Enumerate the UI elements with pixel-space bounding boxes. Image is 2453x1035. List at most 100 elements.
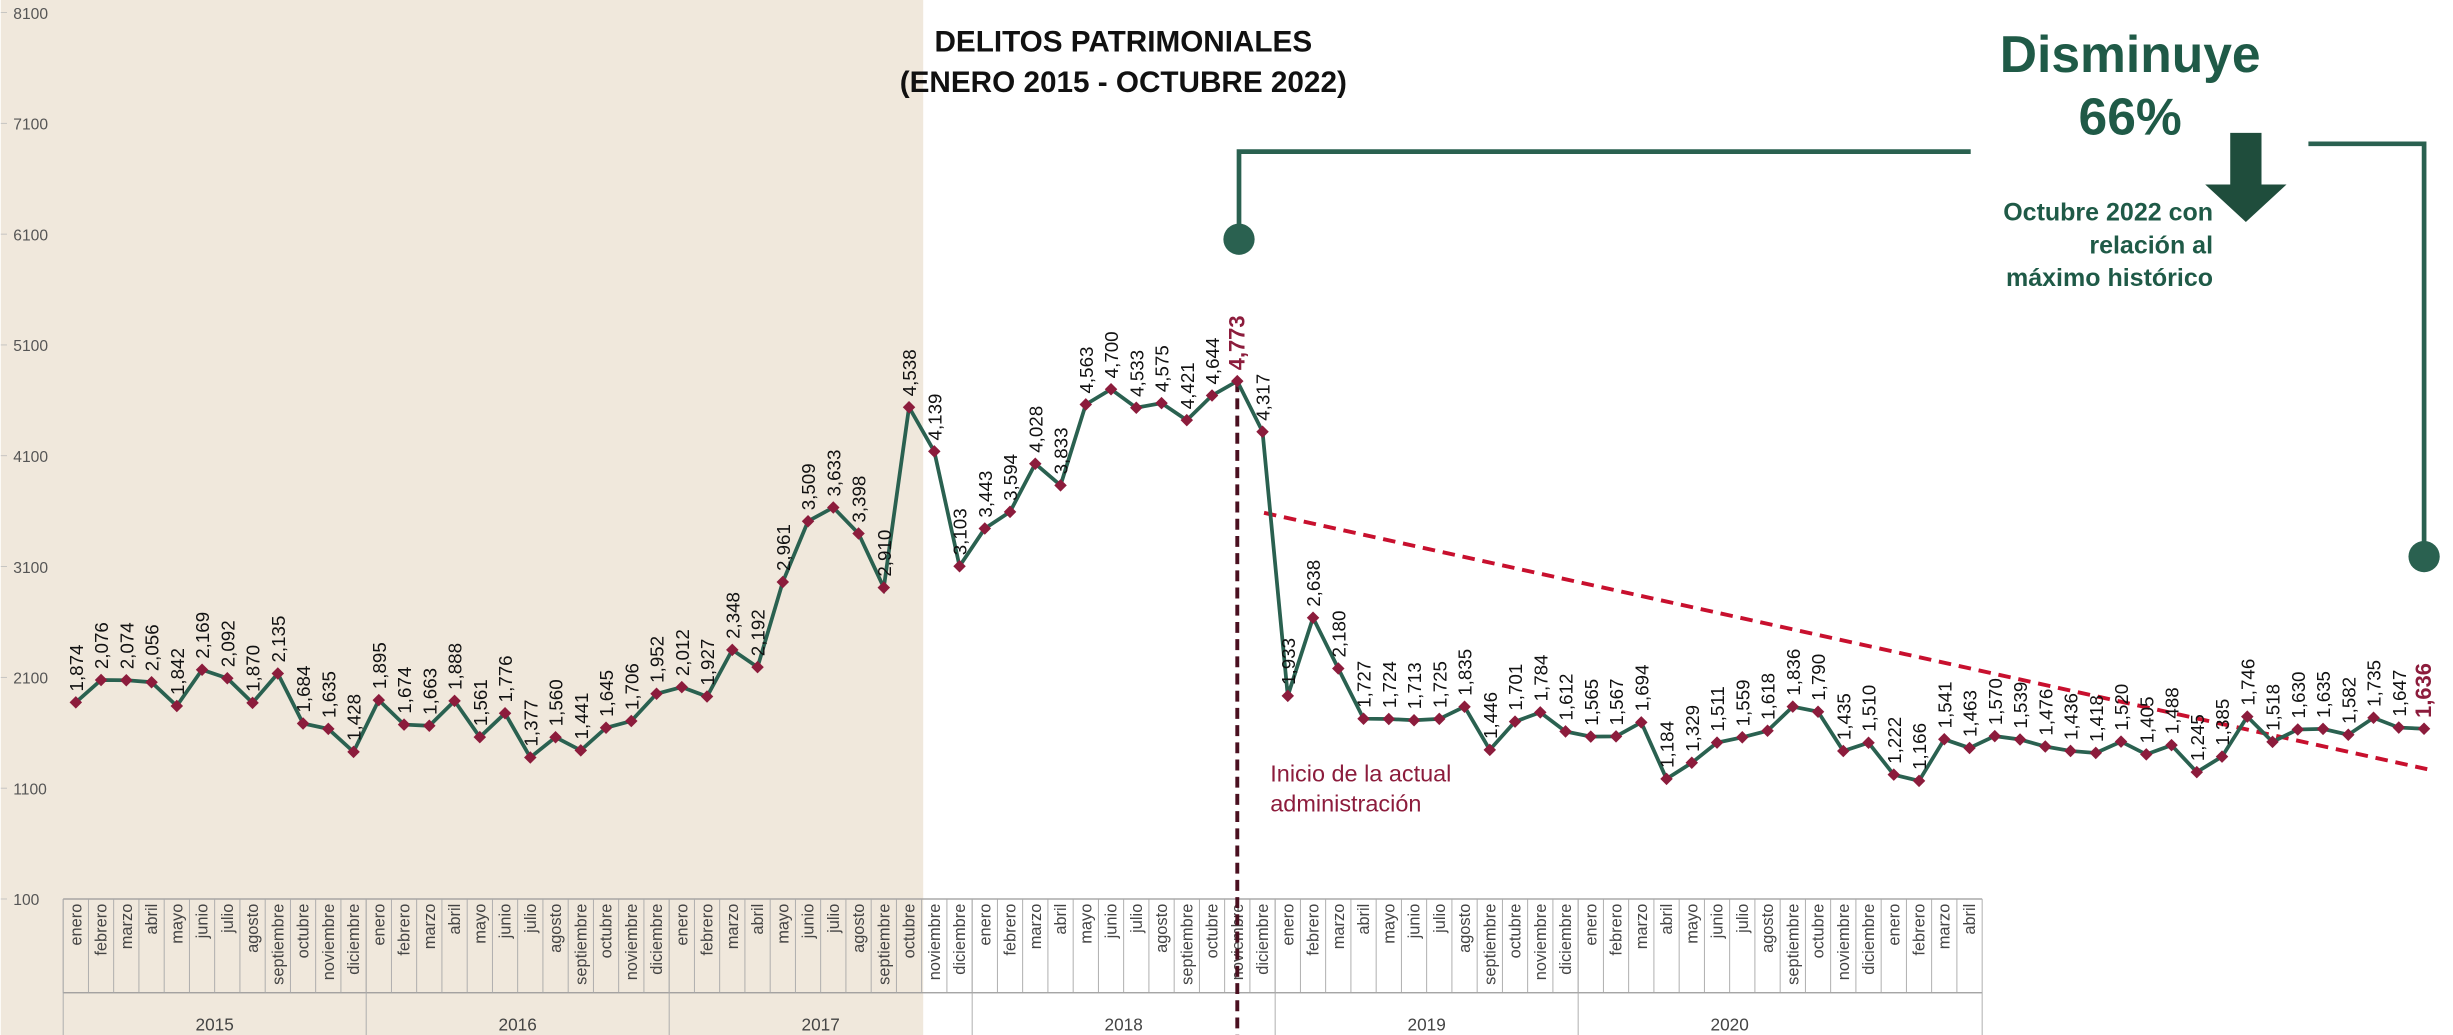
data-marker [2292, 723, 2305, 736]
chart-title: DELITOS PATRIMONIALES [934, 26, 1312, 59]
connector [2308, 144, 2424, 557]
data-marker [2418, 723, 2431, 736]
x-tick-label: diciembre [1254, 904, 1272, 975]
x-tick-label: julio [219, 904, 237, 934]
x-tick-label: mayo [774, 904, 792, 944]
data-label: 3,443 [975, 471, 996, 518]
year-label: 2020 [1711, 1014, 1749, 1034]
x-tick-label: mayo [168, 904, 186, 944]
data-marker [2014, 733, 2027, 746]
data-label: 1,377 [520, 700, 541, 747]
data-label: 1,647 [2389, 670, 2410, 717]
x-tick-label: marzo [1330, 904, 1348, 950]
data-label: 2,092 [217, 620, 238, 667]
data-label: 2,135 [268, 616, 289, 663]
data-label: 1,713 [1404, 662, 1425, 709]
x-tick-label: julio [1431, 904, 1449, 934]
x-tick-label: junio [800, 904, 818, 940]
data-label: 1,635 [2313, 671, 2334, 718]
y-tick-label: 1100 [13, 781, 47, 798]
data-label: 1,645 [596, 670, 617, 717]
data-label: 1,560 [546, 679, 567, 726]
y-tick-label: 7100 [13, 117, 48, 134]
data-label: 4,700 [1101, 331, 1122, 378]
data-marker [1963, 742, 1976, 755]
data-label: 2,192 [748, 609, 769, 656]
data-label: 1,488 [2162, 687, 2183, 734]
data-label: 1,727 [1354, 661, 1375, 708]
y-tick-label: 6100 [13, 227, 48, 244]
x-tick-label: agosto [1456, 904, 1474, 953]
x-tick-label: octubre [1507, 904, 1525, 959]
data-marker [1282, 690, 1295, 703]
x-tick-label: septiembre [572, 904, 590, 985]
data-label: 1,725 [1429, 661, 1450, 708]
x-tick-label: junio [194, 904, 212, 940]
data-label: 1,539 [2010, 682, 2031, 729]
data-label: 1,870 [243, 645, 264, 692]
data-label: 1,385 [2212, 699, 2233, 746]
x-tick-label: diciembre [1557, 904, 1575, 975]
x-tick-label: noviembre [1835, 904, 1853, 981]
down-arrow [2205, 133, 2286, 222]
x-tick-label: junio [497, 904, 515, 940]
data-label: 2,348 [722, 592, 743, 639]
data-label: 4,575 [1152, 345, 1173, 392]
data-label: 1,511 [1707, 686, 1728, 732]
data-marker [1307, 611, 1320, 624]
x-tick-label: octubre [1810, 904, 1828, 959]
x-tick-label: enero [1582, 904, 1600, 946]
data-label: 2,169 [192, 612, 213, 659]
data-marker [1989, 730, 2002, 743]
data-label: 1,428 [344, 694, 365, 741]
data-label: 3,833 [1051, 427, 1072, 474]
y-tick-label: 2100 [13, 671, 48, 688]
x-tick-label: febrero [1002, 904, 1020, 956]
data-label: 4,538 [899, 349, 920, 396]
data-label: 1,582 [2338, 677, 2359, 724]
data-label: 1,684 [293, 666, 314, 713]
x-tick-label: enero [370, 904, 388, 946]
data-marker [1736, 731, 1749, 744]
y-tick-label: 5100 [13, 338, 48, 355]
data-label: 1,776 [495, 655, 516, 702]
data-label: 1,790 [1808, 654, 1829, 701]
data-label: 1,706 [621, 663, 642, 710]
data-label: 1,441 [571, 693, 592, 740]
data-label: 1,636 [2411, 663, 2436, 718]
x-tick-label: febrero [93, 904, 111, 956]
x-tick-label: diciembre [951, 904, 969, 975]
data-label: 3,398 [849, 476, 870, 523]
data-label: 1,836 [1783, 649, 1804, 696]
headline-note: máximo histórico [2006, 264, 2213, 292]
data-label: 1,724 [1379, 661, 1400, 708]
data-label: 1,476 [2035, 689, 2056, 736]
chart-subtitle: (ENERO 2015 - OCTUBRE 2022) [900, 66, 1347, 99]
x-tick-label: octubre [901, 904, 919, 959]
data-label: 2,910 [874, 530, 895, 577]
data-marker [2039, 740, 2052, 753]
y-tick-label: 8100 [13, 6, 48, 23]
data-marker [1585, 730, 1598, 743]
y-tick-label: 100 [13, 892, 39, 909]
x-tick-label: enero [976, 904, 994, 946]
data-marker [2064, 745, 2077, 758]
x-tick-label: noviembre [926, 904, 944, 981]
headline: Disminuye [2000, 25, 2261, 83]
chart: DELITOS PATRIMONIALES (ENERO 2015 - OCTU… [0, 0, 2453, 1035]
x-tick-label: febrero [699, 904, 717, 956]
x-tick-label: abril [143, 904, 161, 935]
x-tick-label: julio [825, 904, 843, 934]
data-label: 1,663 [419, 668, 440, 715]
data-marker [1408, 714, 1421, 727]
data-label: 1,933 [1278, 638, 1299, 685]
data-label: 2,076 [91, 622, 112, 669]
data-label: 1,927 [697, 639, 718, 686]
data-label: 1,735 [2364, 660, 2385, 707]
x-tick-label: septiembre [1178, 904, 1196, 985]
data-label: 4,563 [1076, 347, 1097, 394]
data-label: 1,184 [1657, 721, 1678, 768]
data-label: 1,463 [1960, 690, 1981, 737]
year-label: 2017 [802, 1014, 840, 1034]
data-marker [1332, 662, 1345, 675]
